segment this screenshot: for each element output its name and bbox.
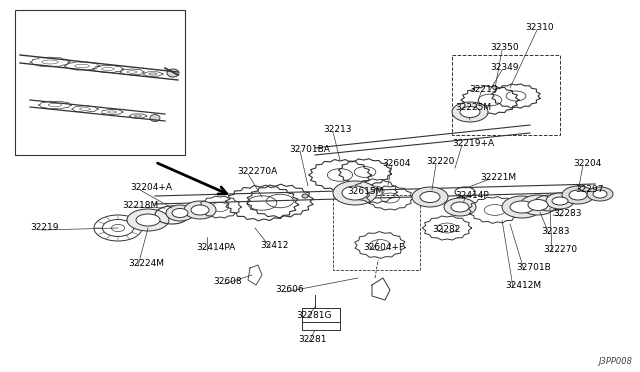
- Ellipse shape: [444, 198, 476, 216]
- Ellipse shape: [191, 205, 209, 215]
- Text: 32225M: 32225M: [455, 103, 491, 112]
- Ellipse shape: [167, 69, 179, 77]
- Text: 32349: 32349: [490, 64, 518, 73]
- Text: 32414P: 32414P: [455, 192, 489, 201]
- Text: 32283: 32283: [541, 228, 570, 237]
- Ellipse shape: [302, 194, 308, 198]
- Text: 32219: 32219: [469, 86, 497, 94]
- Ellipse shape: [184, 201, 216, 219]
- Ellipse shape: [528, 199, 548, 211]
- Ellipse shape: [127, 209, 169, 231]
- Text: 32310: 32310: [525, 23, 554, 32]
- Ellipse shape: [172, 208, 188, 218]
- Text: 32701B: 32701B: [516, 263, 551, 273]
- Text: 32218M: 32218M: [122, 201, 158, 209]
- Text: 32604: 32604: [382, 158, 410, 167]
- Ellipse shape: [452, 102, 488, 122]
- Ellipse shape: [562, 186, 594, 204]
- Text: 32219+A: 32219+A: [452, 138, 494, 148]
- Text: 32204: 32204: [573, 158, 602, 167]
- Text: 32412: 32412: [260, 241, 289, 250]
- Text: 32608: 32608: [213, 278, 242, 286]
- Text: 32604+F: 32604+F: [363, 243, 404, 251]
- Text: 32283: 32283: [553, 209, 582, 218]
- Text: 32414PA: 32414PA: [196, 244, 236, 253]
- Ellipse shape: [150, 115, 160, 122]
- Text: 32412M: 32412M: [505, 280, 541, 289]
- Ellipse shape: [451, 202, 469, 212]
- Text: 322270A: 322270A: [237, 167, 277, 176]
- Ellipse shape: [520, 195, 556, 215]
- Ellipse shape: [333, 181, 377, 205]
- Text: 32281G: 32281G: [296, 311, 332, 321]
- Ellipse shape: [412, 187, 448, 207]
- Ellipse shape: [166, 205, 194, 221]
- Text: 32220: 32220: [426, 157, 454, 167]
- Ellipse shape: [552, 197, 568, 205]
- Text: 32281: 32281: [298, 336, 326, 344]
- Ellipse shape: [510, 201, 534, 213]
- Text: 32221M: 32221M: [480, 173, 516, 182]
- Ellipse shape: [342, 186, 368, 200]
- Text: 32282: 32282: [432, 225, 460, 234]
- Text: 32213: 32213: [323, 125, 351, 135]
- Text: 32224M: 32224M: [128, 260, 164, 269]
- Text: 32350: 32350: [490, 44, 518, 52]
- Ellipse shape: [420, 192, 440, 202]
- Ellipse shape: [587, 187, 613, 201]
- Ellipse shape: [593, 190, 607, 198]
- Text: 32606: 32606: [275, 285, 303, 295]
- Text: 32219: 32219: [30, 224, 58, 232]
- Bar: [452, 55, 560, 135]
- Text: J3PP008: J3PP008: [598, 357, 632, 366]
- Bar: [15, 10, 185, 155]
- Text: 32701BA: 32701BA: [289, 144, 330, 154]
- Text: 322270: 322270: [543, 246, 577, 254]
- Ellipse shape: [460, 106, 480, 118]
- Text: 32204+A: 32204+A: [130, 183, 172, 192]
- Text: 32615M: 32615M: [347, 187, 383, 196]
- Text: 32297: 32297: [575, 185, 604, 193]
- Ellipse shape: [569, 190, 587, 200]
- Bar: [333, 195, 420, 270]
- Ellipse shape: [502, 196, 542, 218]
- Ellipse shape: [546, 193, 574, 209]
- Ellipse shape: [136, 214, 160, 226]
